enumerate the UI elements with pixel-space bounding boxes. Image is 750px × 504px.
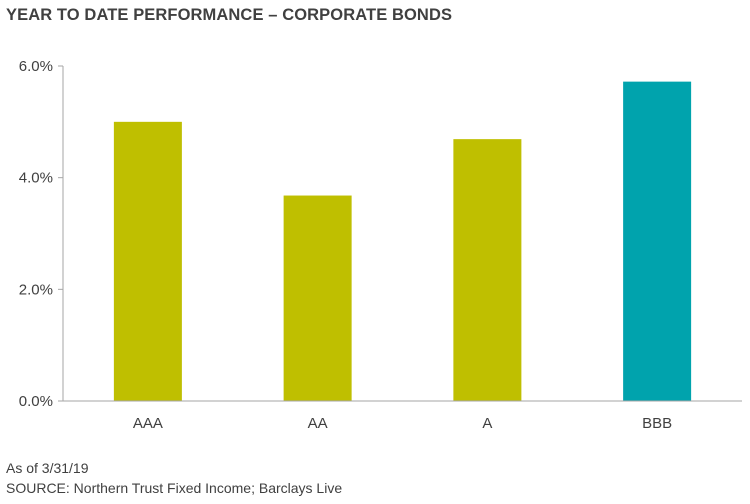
bar-chart: 0.0%2.0%4.0%6.0% AAA AA A BBB <box>19 58 742 432</box>
x-tick-label-bbb: BBB <box>642 415 672 432</box>
bar-a <box>453 139 522 401</box>
x-axis-ticks: AAA AA A BBB <box>133 415 672 432</box>
x-tick-label-aa: AA <box>308 415 328 432</box>
chart-title: YEAR TO DATE PERFORMANCE – CORPORATE BON… <box>6 6 453 24</box>
bar-aaa <box>113 121 182 401</box>
x-tick-label-a: A <box>482 415 492 432</box>
source-note: SOURCE: Northern Trust Fixed Income; Bar… <box>6 480 343 496</box>
y-axis-ticks: 0.0% 2.0% 4.0% 6.0% <box>19 58 63 410</box>
y-tick-label: 2.0% <box>19 281 53 298</box>
y-tick-label: 4.0% <box>19 170 53 187</box>
y-tick-label: 0.0% <box>19 393 53 410</box>
as-of-note: As of 3/31/19 <box>6 460 89 476</box>
bar-bbb <box>623 81 692 401</box>
y-tick-label: 6.0% <box>19 58 53 75</box>
bar-aa <box>283 195 352 401</box>
bars <box>113 81 692 401</box>
x-tick-label-aaa: AAA <box>133 415 163 432</box>
